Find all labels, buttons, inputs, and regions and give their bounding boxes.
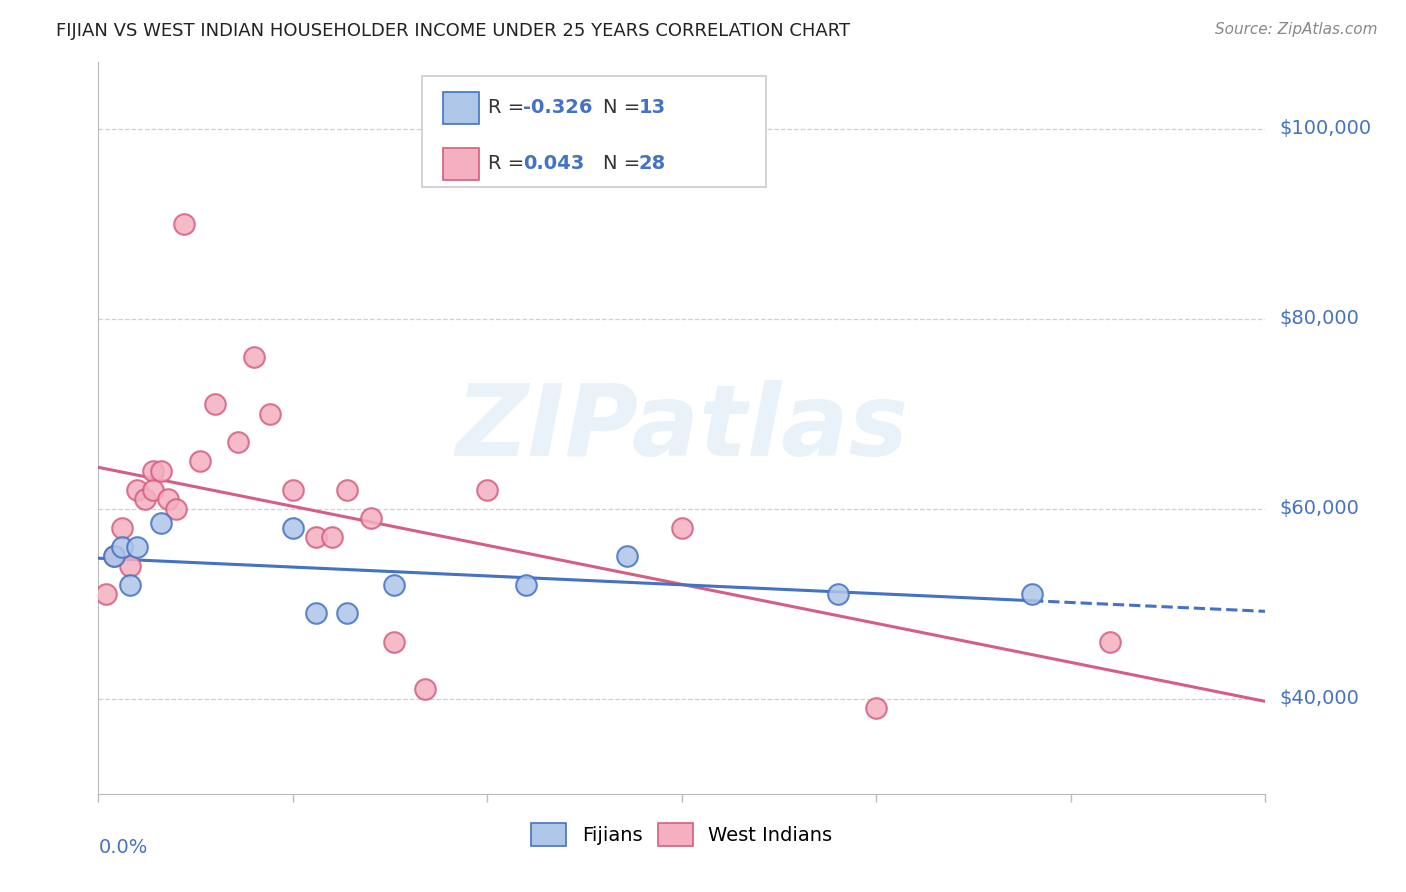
Point: [671, 521, 693, 535]
Text: FIJIAN VS WEST INDIAN HOUSEHOLDER INCOME UNDER 25 YEARS CORRELATION CHART: FIJIAN VS WEST INDIAN HOUSEHOLDER INCOME…: [56, 22, 851, 40]
Point: [477, 483, 499, 497]
Text: -0.326: -0.326: [523, 97, 592, 117]
Point: [382, 578, 405, 592]
Point: [157, 492, 180, 507]
Text: ZIPatlas: ZIPatlas: [456, 380, 908, 476]
Point: [165, 502, 187, 516]
Point: [1098, 635, 1121, 649]
Point: [243, 350, 266, 364]
Point: [228, 435, 250, 450]
Text: N =: N =: [603, 97, 647, 117]
Point: [103, 549, 125, 564]
Legend: Fijians, West Indians: Fijians, West Indians: [523, 815, 841, 854]
Point: [336, 483, 359, 497]
Point: [305, 530, 328, 544]
Text: R =: R =: [488, 97, 530, 117]
Text: $100,000: $100,000: [1279, 120, 1371, 138]
Point: [281, 483, 304, 497]
Text: $40,000: $40,000: [1279, 690, 1360, 708]
Point: [142, 464, 165, 478]
Text: 0.0%: 0.0%: [98, 838, 148, 857]
Point: [336, 607, 359, 621]
Point: [204, 397, 226, 411]
Text: 28: 28: [638, 153, 665, 173]
Point: [149, 516, 172, 530]
Point: [111, 521, 134, 535]
Point: [360, 511, 382, 525]
Point: [321, 530, 343, 544]
Text: Source: ZipAtlas.com: Source: ZipAtlas.com: [1215, 22, 1378, 37]
Text: N =: N =: [603, 153, 647, 173]
Point: [127, 483, 149, 497]
Point: [149, 464, 172, 478]
Point: [865, 701, 887, 715]
Text: R =: R =: [488, 153, 530, 173]
Text: 13: 13: [638, 97, 665, 117]
Point: [111, 540, 134, 554]
Text: 0.043: 0.043: [523, 153, 585, 173]
Point: [188, 454, 211, 468]
Point: [616, 549, 638, 564]
Point: [103, 549, 125, 564]
Text: $80,000: $80,000: [1279, 310, 1360, 328]
Point: [1021, 587, 1043, 601]
Point: [96, 587, 118, 601]
Point: [118, 578, 141, 592]
Point: [173, 217, 195, 231]
Point: [382, 635, 405, 649]
Point: [134, 492, 156, 507]
Point: [515, 578, 537, 592]
Point: [127, 540, 149, 554]
Point: [305, 607, 328, 621]
Point: [118, 558, 141, 573]
Point: [827, 587, 849, 601]
Point: [281, 521, 304, 535]
Text: $60,000: $60,000: [1279, 500, 1360, 518]
Point: [413, 682, 436, 697]
Point: [142, 483, 165, 497]
Point: [259, 407, 281, 421]
